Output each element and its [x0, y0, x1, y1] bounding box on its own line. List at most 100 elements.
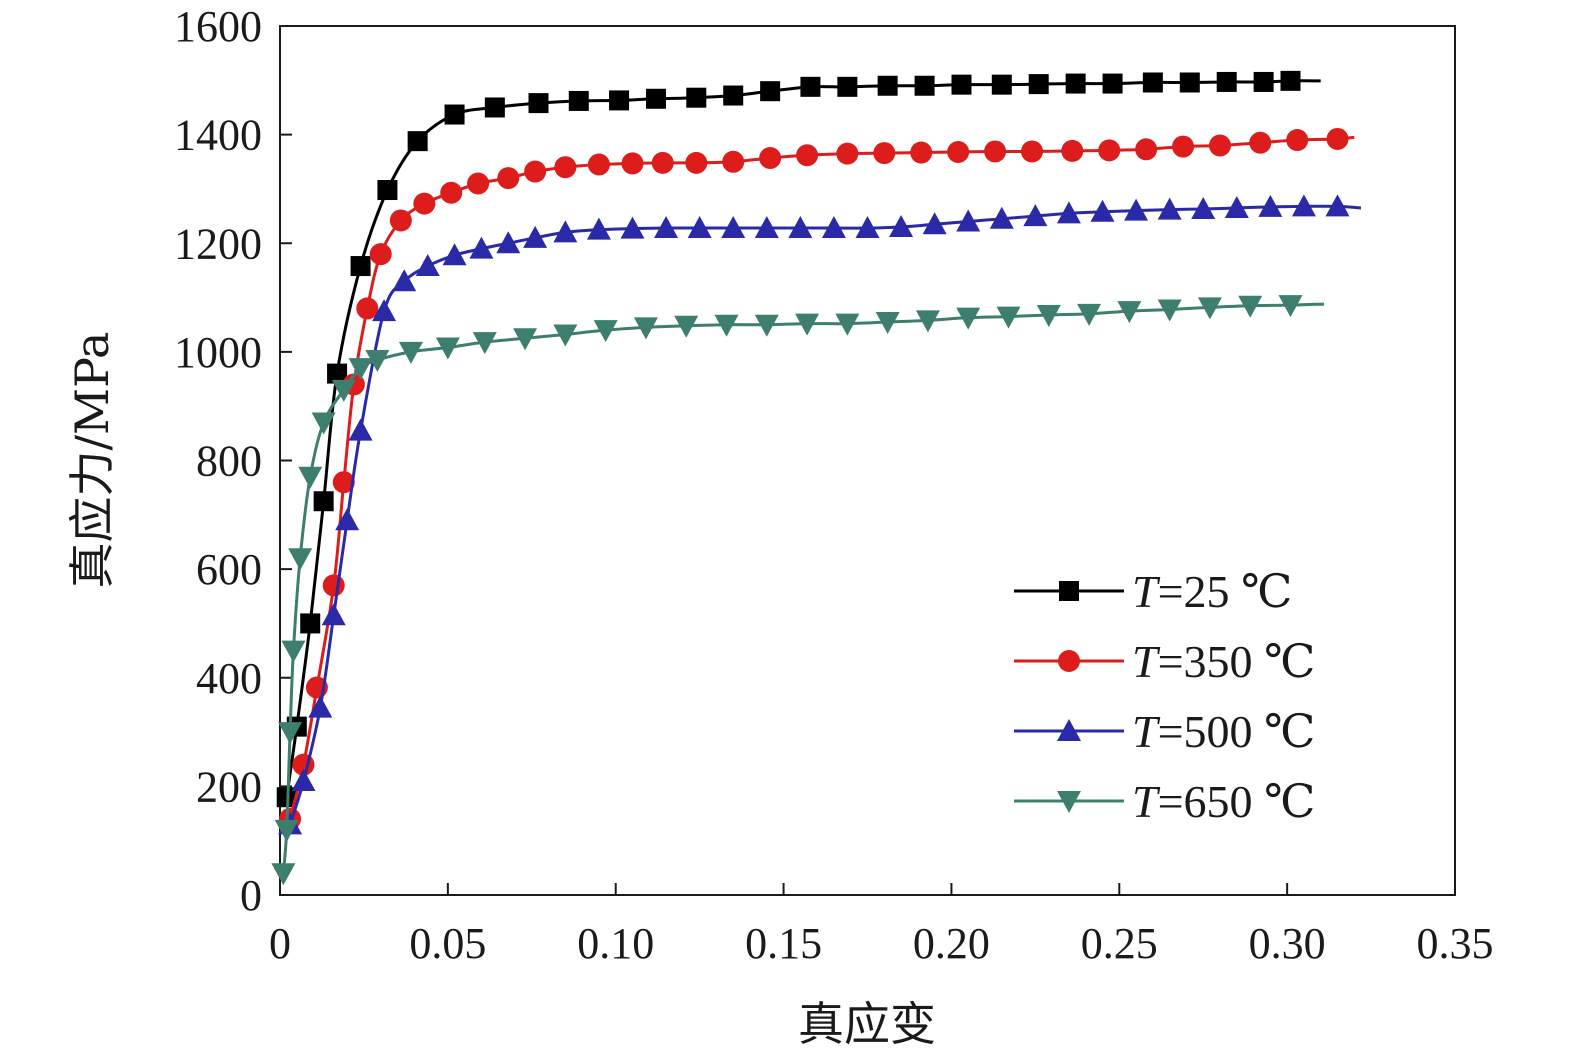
data-point: [800, 76, 821, 97]
data-point: [873, 142, 896, 165]
data-point: [553, 324, 578, 347]
data-point: [348, 418, 373, 441]
data-point: [996, 306, 1021, 329]
data-point: [1326, 127, 1349, 150]
legend-marker: [1059, 581, 1079, 601]
x-tick-label: 0.10: [577, 919, 654, 968]
y-axis-title: 真应力/MPa: [65, 332, 119, 589]
data-point: [910, 141, 933, 164]
data-point: [332, 471, 355, 494]
x-tick-label: 0.05: [409, 919, 486, 968]
x-tick-label: 0.15: [745, 919, 822, 968]
y-tick-label: 800: [196, 437, 262, 486]
legend-variable: T: [1132, 566, 1161, 617]
legend: T=25 ℃T=350 ℃T=500 ℃T=650 ℃: [1014, 566, 1316, 827]
data-point: [1142, 72, 1163, 93]
legend-label: T=350 ℃: [1132, 636, 1316, 687]
data-point: [1036, 304, 1061, 327]
data-point: [835, 313, 860, 336]
data-point: [1021, 140, 1043, 163]
legend-value: =500 ℃: [1158, 706, 1316, 757]
data-point: [875, 312, 900, 335]
data-point: [956, 209, 981, 232]
data-point: [278, 722, 303, 745]
plot-frame: [279, 25, 1456, 896]
data-point: [322, 574, 345, 597]
data-point: [759, 146, 782, 169]
data-point: [1077, 303, 1102, 326]
data-point: [714, 314, 739, 337]
data-point: [1179, 72, 1200, 93]
data-point: [1216, 71, 1237, 92]
data-point: [311, 412, 336, 435]
legend-label: T=500 ℃: [1132, 706, 1316, 757]
data-point: [586, 217, 611, 240]
data-point: [528, 93, 549, 114]
data-point: [1224, 195, 1249, 218]
data-point: [1028, 74, 1049, 95]
x-axis-title: 真应变: [798, 997, 936, 1051]
data-point: [687, 216, 712, 239]
data-point: [836, 142, 859, 165]
data-point: [721, 216, 746, 239]
legend-label: T=25 ℃: [1132, 566, 1293, 617]
data-point: [1157, 197, 1182, 220]
data-point: [989, 206, 1014, 229]
data-point: [392, 269, 417, 292]
data-point: [365, 350, 390, 373]
data-point: [1102, 73, 1123, 94]
data-point: [1098, 139, 1121, 162]
legend-label: T=650 ℃: [1132, 776, 1316, 827]
data-point: [435, 337, 460, 360]
data-point: [855, 216, 880, 239]
data-point: [442, 243, 467, 266]
data-point: [914, 75, 935, 96]
data-point: [877, 75, 898, 96]
data-point: [1023, 204, 1048, 227]
data-point: [1191, 197, 1216, 220]
y-tick-label: 1400: [174, 111, 262, 160]
data-point: [513, 328, 538, 351]
data-point: [1278, 295, 1303, 318]
data-point: [754, 314, 779, 337]
data-point: [308, 695, 333, 718]
data-point: [1280, 70, 1301, 91]
data-point: [1061, 139, 1084, 162]
data-point: [686, 87, 707, 108]
data-point: [440, 181, 463, 204]
data-point: [1325, 194, 1350, 217]
data-point: [415, 254, 440, 277]
data-point: [496, 231, 521, 254]
data-point: [484, 97, 505, 118]
data-point: [915, 310, 940, 333]
data-point: [984, 140, 1007, 163]
data-point: [654, 216, 679, 239]
data-point: [821, 216, 846, 239]
x-tick-label: 0.25: [1081, 919, 1158, 968]
data-point: [889, 214, 914, 237]
y-tick-label: 200: [196, 762, 262, 811]
data-point: [1253, 71, 1274, 92]
data-point: [674, 315, 699, 338]
x-tick-label: 0.20: [913, 919, 990, 968]
data-point: [407, 131, 428, 152]
data-point: [271, 863, 296, 886]
data-point: [313, 491, 334, 512]
data-point: [1056, 201, 1081, 224]
data-point: [377, 180, 398, 201]
x-tick-label: 0.35: [1417, 919, 1494, 968]
data-point: [321, 603, 346, 626]
series-layer: [271, 70, 1362, 886]
legend-marker: [1057, 791, 1081, 813]
data-point: [335, 508, 360, 531]
data-point: [298, 466, 323, 489]
data-point: [1090, 199, 1115, 222]
data-point: [795, 313, 820, 336]
data-point: [796, 144, 819, 167]
data-point: [609, 90, 630, 111]
data-point: [922, 212, 947, 235]
data-point: [1157, 299, 1182, 322]
y-tick-label: 1000: [174, 328, 262, 377]
y-axis: 0 200 400 600 800 1000 1200 1400 1600: [174, 2, 292, 920]
